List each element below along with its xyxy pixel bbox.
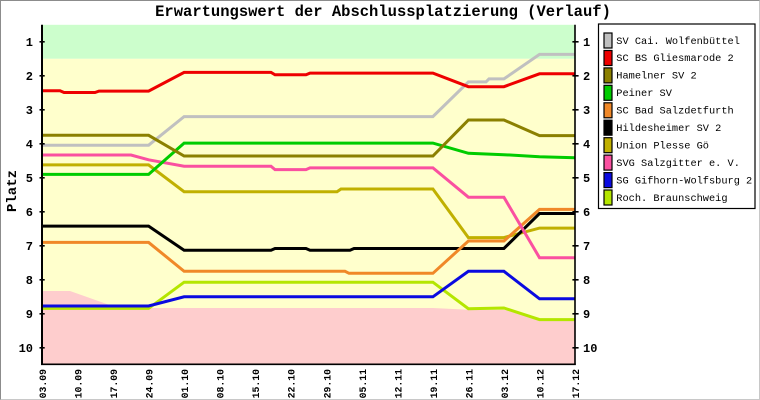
svg-text:7: 7 <box>26 240 33 254</box>
svg-text:10: 10 <box>19 342 33 356</box>
svg-text:08.10: 08.10 <box>216 369 227 399</box>
svg-text:03.09: 03.09 <box>38 369 49 399</box>
svg-text:5: 5 <box>26 172 33 186</box>
svg-text:SC Bad Salzdetfurth: SC Bad Salzdetfurth <box>616 106 733 118</box>
svg-text:6: 6 <box>583 206 590 220</box>
svg-text:SG Gifhorn-Wolfsburg 2: SG Gifhorn-Wolfsburg 2 <box>616 175 752 187</box>
svg-text:Hamelner SV 2: Hamelner SV 2 <box>616 71 696 83</box>
svg-text:4: 4 <box>26 138 33 152</box>
svg-text:9: 9 <box>26 308 33 322</box>
svg-text:Erwartungswert der Abschlusspl: Erwartungswert der Abschlussplatzierung … <box>155 3 611 21</box>
svg-text:10.12: 10.12 <box>536 369 547 399</box>
svg-text:29.10: 29.10 <box>322 369 333 399</box>
svg-text:SC BS Gliesmarode 2: SC BS Gliesmarode 2 <box>616 53 733 65</box>
svg-text:17.09: 17.09 <box>109 369 120 399</box>
svg-text:03.12: 03.12 <box>500 369 511 399</box>
svg-text:3: 3 <box>583 104 590 118</box>
svg-text:8: 8 <box>583 274 590 288</box>
svg-text:Roch. Braunschweig: Roch. Braunschweig <box>616 193 727 205</box>
svg-text:Hildesheimer SV 2: Hildesheimer SV 2 <box>616 123 721 135</box>
svg-text:24.09: 24.09 <box>145 369 156 399</box>
svg-text:22.10: 22.10 <box>287 369 298 399</box>
svg-text:Peiner SV: Peiner SV <box>616 88 672 100</box>
svg-text:SVG Salzgitter e. V.: SVG Salzgitter e. V. <box>616 158 740 170</box>
svg-text:5: 5 <box>583 172 590 186</box>
svg-text:1: 1 <box>26 36 33 50</box>
svg-text:1: 1 <box>583 36 590 50</box>
svg-text:3: 3 <box>26 104 33 118</box>
svg-text:10: 10 <box>583 342 597 356</box>
svg-text:17.12: 17.12 <box>571 369 582 399</box>
svg-text:2: 2 <box>26 70 33 84</box>
svg-text:05.11: 05.11 <box>358 369 369 399</box>
svg-text:Union Plesse Gö: Union Plesse Gö <box>616 141 709 153</box>
svg-text:7: 7 <box>583 240 590 254</box>
svg-text:8: 8 <box>26 274 33 288</box>
svg-text:2: 2 <box>583 70 590 84</box>
svg-text:15.10: 15.10 <box>251 369 262 399</box>
svg-text:01.10: 01.10 <box>180 369 191 399</box>
svg-text:SV Cai. Wolfenbüttel: SV Cai. Wolfenbüttel <box>616 36 740 48</box>
svg-text:4: 4 <box>583 138 590 152</box>
svg-text:12.11: 12.11 <box>393 369 404 399</box>
svg-text:19.11: 19.11 <box>429 369 440 399</box>
svg-text:10.09: 10.09 <box>74 369 85 399</box>
svg-text:9: 9 <box>583 308 590 322</box>
svg-text:Platz: Platz <box>5 170 21 212</box>
svg-text:6: 6 <box>26 206 33 220</box>
svg-text:26.11: 26.11 <box>464 369 475 399</box>
